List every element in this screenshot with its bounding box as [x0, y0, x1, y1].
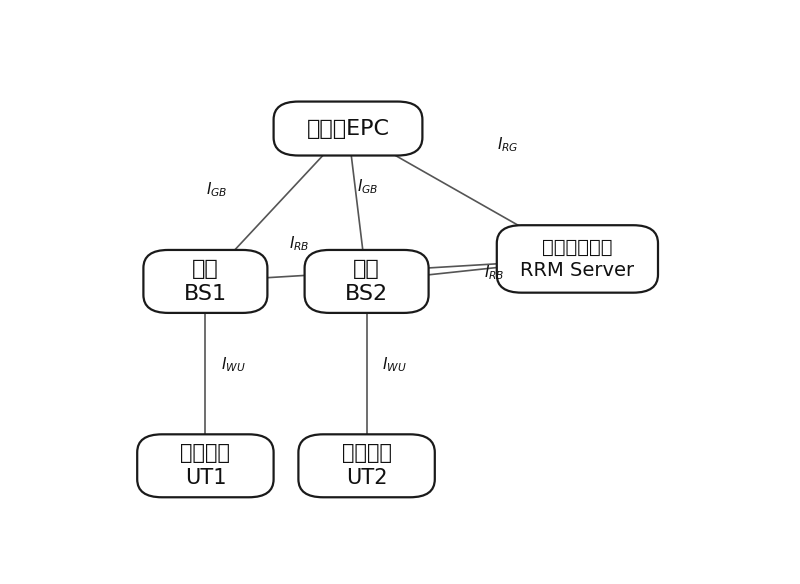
- Text: $I_{GB}$: $I_{GB}$: [358, 178, 378, 196]
- Text: $I_{RB}$: $I_{RB}$: [485, 263, 505, 282]
- Text: $I_{GB}$: $I_{GB}$: [206, 180, 227, 199]
- Text: $I_{RB}$: $I_{RB}$: [289, 234, 310, 252]
- FancyBboxPatch shape: [497, 225, 658, 293]
- FancyBboxPatch shape: [298, 434, 435, 498]
- FancyBboxPatch shape: [138, 434, 274, 498]
- FancyBboxPatch shape: [143, 250, 267, 313]
- Text: 移动终端
UT2: 移动终端 UT2: [342, 443, 392, 488]
- Text: 核心网EPC: 核心网EPC: [306, 119, 390, 138]
- FancyBboxPatch shape: [274, 102, 422, 155]
- Text: 移动终端
UT1: 移动终端 UT1: [181, 443, 230, 488]
- Text: 基站
BS1: 基站 BS1: [184, 259, 227, 304]
- Text: $I_{WU}$: $I_{WU}$: [382, 355, 406, 374]
- Text: 无线资源管理
RRM Server: 无线资源管理 RRM Server: [520, 238, 634, 280]
- Text: 基站
BS2: 基站 BS2: [345, 259, 388, 304]
- FancyBboxPatch shape: [305, 250, 429, 313]
- Text: $I_{WU}$: $I_{WU}$: [221, 355, 246, 374]
- Text: $I_{RG}$: $I_{RG}$: [497, 135, 518, 154]
